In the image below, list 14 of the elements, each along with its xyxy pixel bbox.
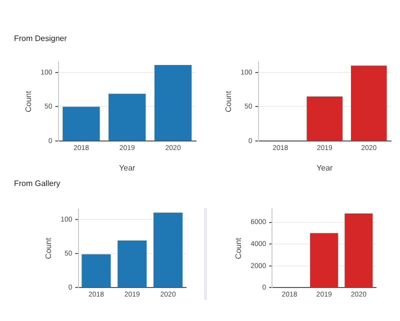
bar xyxy=(108,94,146,140)
y-axis-title: Count xyxy=(234,236,244,260)
bar xyxy=(62,106,100,140)
y-axis-title: Count xyxy=(24,90,34,112)
bar xyxy=(82,254,111,288)
chart-title: From Designer xyxy=(14,34,67,43)
bar xyxy=(154,212,183,288)
x-axis-title: Year xyxy=(119,163,136,172)
y-axis-title: Count xyxy=(224,90,234,112)
x-axis-title: Year xyxy=(316,163,334,172)
bar xyxy=(154,64,192,140)
bar xyxy=(118,240,147,288)
y-axis-title: Count xyxy=(44,236,54,260)
chart-title: From Gallery xyxy=(14,179,60,188)
